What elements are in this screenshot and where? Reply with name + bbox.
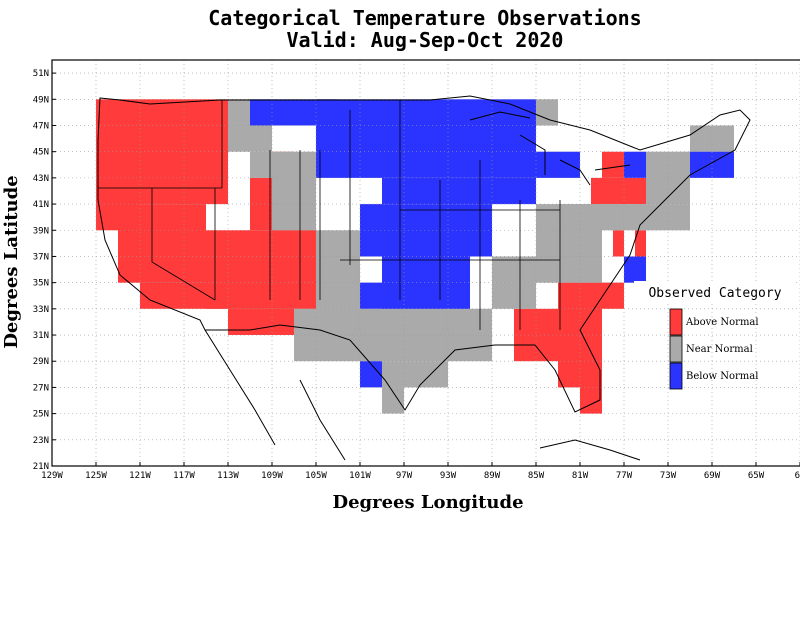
legend-swatch-below — [669, 362, 683, 390]
y-tick-label: 21N — [33, 462, 49, 472]
x-tick-label: 109W — [261, 471, 283, 481]
y-tick-label: 43N — [33, 174, 49, 184]
great-lakes — [469, 111, 631, 186]
region-below-33 — [360, 204, 492, 257]
chart-title-line1: Categorical Temperature Observations — [208, 6, 642, 30]
x-tick-label: 81W — [572, 471, 589, 481]
region-below-40 — [624, 256, 646, 283]
y-tick-label: 29N — [33, 357, 49, 367]
coastline-and-borders — [97, 95, 751, 461]
x-tick-label: 117W — [173, 471, 195, 481]
region-near-18 — [272, 151, 316, 231]
y-tick-label: 27N — [33, 383, 49, 393]
y-tick-label: 39N — [33, 226, 49, 236]
y-tick-label: 41N — [33, 200, 49, 210]
region-below-32 — [382, 177, 536, 205]
y-tick-label: 47N — [33, 121, 49, 131]
region-below-31 — [316, 99, 536, 178]
legend: Observed Category Above Normal Near Normal… — [634, 281, 796, 390]
y-tick-label: 45N — [33, 148, 49, 158]
region-above-12 — [591, 177, 646, 205]
legend-swatch-above — [669, 308, 683, 336]
y-axis-label: Degrees Latitude — [1, 175, 22, 348]
y-tick-label: 37N — [33, 252, 49, 262]
x-tick-label: 89W — [484, 471, 501, 481]
axes: 129W 125W 121W 117W 113W 109W 105W 101W 97W 93W 89… — [33, 59, 800, 481]
region-near-24 — [492, 282, 536, 309]
region-above-14 — [635, 230, 646, 257]
x-tick-label: 101W — [349, 471, 371, 481]
region-near-19 — [316, 230, 360, 309]
x-tick-label: 85W — [528, 471, 545, 481]
legend-title-background — [634, 281, 796, 301]
plot-frame — [51, 59, 800, 467]
region-near-28 — [690, 125, 734, 152]
region-below-36 — [360, 361, 382, 388]
x-tick-label: 73W — [660, 471, 677, 481]
region-near-23 — [492, 256, 602, 283]
region-above-10 — [580, 361, 602, 414]
region-above-2 — [118, 204, 206, 283]
region-near-21 — [382, 361, 448, 388]
x-tick-label: 121W — [129, 471, 151, 481]
legend-swatch-near — [669, 335, 683, 363]
x-tick-label: 61 — [795, 471, 800, 481]
region-above-11 — [602, 282, 624, 309]
chart-title-line2: Valid: Aug-Sep-Oct 2020 — [286, 28, 564, 52]
region-below-35 — [360, 282, 382, 309]
region-below-38 — [624, 151, 646, 178]
region-above-13 — [602, 151, 624, 178]
x-tick-label: 65W — [748, 471, 765, 481]
y-tick-label: 31N — [33, 331, 49, 341]
x-tick-label: 93W — [440, 471, 457, 481]
x-tick-label: 69W — [704, 471, 721, 481]
legend-label-below: Below Normal — [686, 371, 758, 382]
region-above-15 — [613, 230, 624, 257]
region-near-29 — [536, 99, 558, 126]
x-tick-label: 113W — [217, 471, 239, 481]
x-tick-label: 105W — [305, 471, 327, 481]
cuba-outline — [539, 439, 641, 461]
legend-label-above: Above Normal — [685, 317, 759, 328]
y-tick-label: 35N — [33, 279, 49, 289]
category-regions — [96, 99, 734, 414]
legend-title: Observed Category — [648, 286, 781, 301]
y-tick-label: 33N — [33, 305, 49, 315]
x-tick-label: 77W — [616, 471, 633, 481]
legend-label-near: Near Normal — [686, 344, 753, 355]
y-tick-label: 25N — [33, 410, 49, 420]
y-tick-label: 23N — [33, 436, 49, 446]
region-near-22 — [382, 387, 404, 414]
x-tick-label: 97W — [396, 471, 413, 481]
state-borders — [98, 100, 561, 330]
region-above-4 — [206, 230, 316, 309]
y-tick-label: 49N — [33, 95, 49, 105]
region-near-17 — [250, 151, 272, 178]
x-axis-label: Degrees Longitude — [332, 492, 523, 513]
x-tick-label: 129W — [41, 471, 63, 481]
region-below-37 — [536, 151, 580, 178]
mexico-coast — [204, 329, 346, 461]
region-above-5 — [228, 308, 294, 335]
y-tick-label: 51N — [33, 69, 49, 79]
x-tick-label: 125W — [85, 471, 107, 481]
